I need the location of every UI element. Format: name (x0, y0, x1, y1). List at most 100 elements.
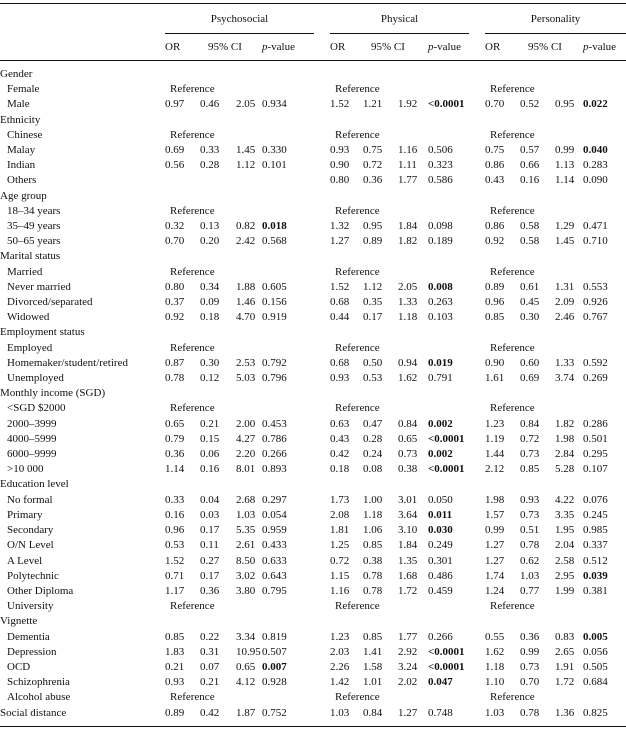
ci-lower-cell: 0.11 (200, 539, 219, 552)
or-cell: 0.93 (165, 676, 185, 689)
empty-cell (165, 61, 626, 83)
ci-upper-cell: 0.65 (398, 432, 418, 445)
or-cell: 2.26 (330, 660, 350, 673)
ci-lower-cell: 0.85 (520, 463, 540, 476)
or-cell: 1.15 (330, 569, 350, 582)
ci-lower-cell: 1.06 (363, 524, 383, 537)
table-row: Depression 1.83 0.31 10.95 0.507 2.03 1.41 2.92… (0, 645, 626, 660)
ci-upper-cell: 1.68 (398, 569, 418, 582)
row-label: Widowed (7, 311, 50, 324)
or-cell: 0.72 (330, 554, 350, 567)
p-value-cell: 0.506 (428, 144, 453, 157)
ci-lower-cell: 0.06 (200, 448, 220, 461)
p-value-cell: 0.507 (262, 645, 287, 658)
reference-cell: Reference (335, 341, 380, 354)
ci-upper-cell: 1.11 (398, 159, 417, 172)
ci-upper-cell: 2.61 (236, 539, 256, 552)
row-label: Gender (0, 68, 33, 80)
p-suffix: -value (433, 41, 461, 53)
ci-lower-cell: 0.78 (520, 705, 556, 727)
or-cell: 0.63 (330, 417, 350, 430)
or-cell: 0.96 (165, 524, 185, 537)
empty-cell (165, 113, 626, 128)
ci-lower-cell: 0.03 (200, 508, 220, 521)
ci-upper-cell: 0.83 (555, 630, 575, 643)
p-value-cell: 0.433 (262, 539, 287, 552)
or-cell: 1.27 (485, 554, 505, 567)
ci-lower-cell: 0.36 (363, 174, 383, 187)
ci-upper-cell: 2.02 (398, 676, 418, 689)
p-value-cell: 0.330 (262, 144, 287, 157)
ci-lower-cell: 0.16 (200, 463, 220, 476)
p-value-cell: 0.103 (428, 311, 453, 324)
ci-upper-cell: 8.50 (236, 554, 256, 567)
p-value-cell: 0.501 (583, 432, 608, 445)
row-label: Education level (0, 478, 69, 491)
p-value-cell: 0.301 (428, 554, 453, 567)
row-label: No formal (7, 493, 53, 506)
ci-lower-cell: 0.20 (200, 235, 220, 248)
row-label: Primary (7, 508, 43, 521)
p-value-cell: 0.486 (428, 569, 453, 582)
ci-upper-cell: 2.09 (555, 296, 575, 309)
category-row: Age group (0, 189, 626, 204)
ci-lower-cell: 0.62 (520, 554, 540, 567)
or-cell: 0.69 (165, 144, 185, 157)
p-value-cell: 0.710 (583, 235, 608, 248)
reference-cell: Reference (490, 83, 535, 96)
ci-lower-cell: 0.58 (520, 220, 540, 233)
or-cell: 0.68 (330, 356, 350, 369)
or-cell: 0.21 (165, 660, 185, 673)
ci-lower-cell: 0.78 (520, 539, 540, 552)
ci-lower-cell: 0.93 (520, 493, 540, 506)
ci-upper-cell: 3.01 (398, 493, 418, 506)
or-cell: 1.03 (485, 705, 521, 727)
reference-cell: Reference (170, 204, 215, 217)
ci-lower-cell: 1.00 (363, 493, 383, 506)
p-value-cell: 0.605 (262, 280, 287, 293)
row-label: Age group (0, 189, 47, 202)
p-value-cell: 0.263 (428, 296, 453, 309)
p-value-cell: <0.0001 (428, 645, 465, 658)
p-value-cell: 0.323 (428, 159, 453, 172)
group-header-physical: Physical (330, 3, 486, 34)
ci-upper-cell: 1.14 (555, 174, 575, 187)
ci-lower-cell: 0.18 (200, 311, 220, 324)
table-row: Malay 0.69 0.33 1.45 0.330 0.93 0.75 1.16 0.506 0… (0, 143, 626, 158)
p-value-cell: 0.054 (262, 508, 287, 521)
category-row: Marital status (0, 249, 626, 264)
reference-cell: Reference (490, 265, 535, 278)
reference-cell: Reference (490, 691, 535, 704)
p-value-cell: 0.791 (428, 372, 453, 385)
table-row: Alcohol abuse Reference Reference Reference (0, 690, 626, 705)
p-value-cell: 0.568 (262, 235, 287, 248)
or-cell: 0.55 (485, 630, 505, 643)
ci-lower-cell: 1.12 (363, 280, 383, 293)
ci-lower-cell: 0.17 (200, 569, 220, 582)
reference-cell: Reference (335, 265, 380, 278)
column-header-or: OR (485, 34, 521, 61)
table-row: Indian 0.56 0.28 1.12 0.101 0.90 0.72 1.11 0.323… (0, 158, 626, 173)
or-cell: 1.17 (165, 584, 185, 597)
reference-cell: Reference (170, 265, 215, 278)
row-label: Social distance (0, 705, 165, 727)
p-value-cell: 0.005 (583, 630, 608, 643)
ci-upper-cell: 2.65 (555, 645, 575, 658)
or-cell: 0.42 (330, 448, 350, 461)
reference-cell: Reference (335, 600, 380, 613)
table-row: Homemaker/student/retired 0.87 0.30 2.53 0.7… (0, 356, 626, 371)
table-row: No formal 0.33 0.04 2.68 0.297 1.73 1.00 3.01 0.… (0, 493, 626, 508)
row-label: Depression (7, 645, 57, 658)
ci-upper-cell: 2.84 (555, 448, 575, 461)
row-label: Chinese (7, 128, 43, 141)
ci-lower-cell: 0.30 (200, 356, 220, 369)
p-value-cell: 0.297 (262, 493, 287, 506)
row-label: 35–49 years (7, 220, 61, 233)
or-cell: 1.03 (330, 705, 364, 727)
ci-upper-cell: 1.91 (555, 660, 575, 673)
or-cell: 1.98 (485, 493, 505, 506)
ci-upper-cell: 3.80 (236, 584, 256, 597)
table-row: Schizophrenia 0.93 0.21 4.12 0.928 1.42 1.01 2.… (0, 675, 626, 690)
ci-upper-cell: 1.98 (555, 432, 575, 445)
reference-cell: Reference (170, 402, 215, 415)
